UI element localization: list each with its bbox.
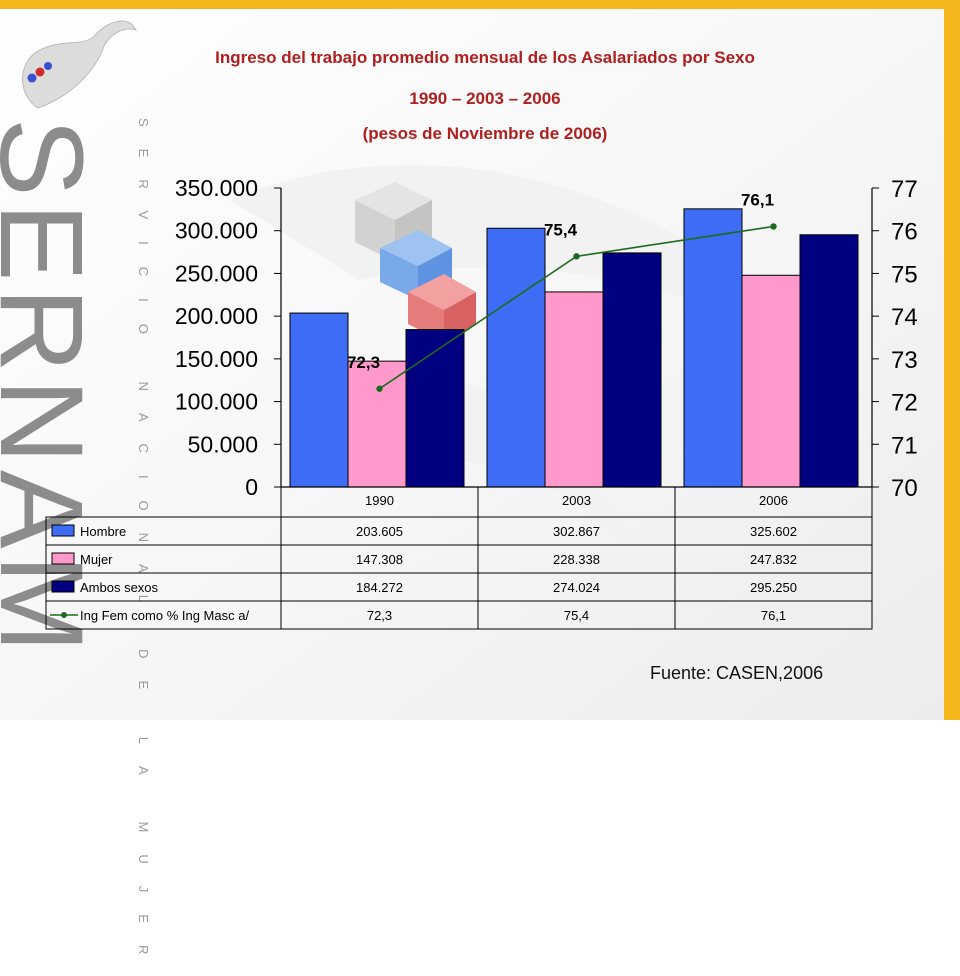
decorative-cubes-icon — [355, 182, 476, 342]
table-cell: 203.605 — [356, 524, 403, 539]
line-point-2006 — [770, 223, 777, 230]
line-point-1990 — [376, 385, 383, 392]
table-cell: 295.250 — [750, 580, 797, 595]
category-label-1990: 1990 — [365, 493, 394, 508]
bar-mujer-2006 — [741, 274, 801, 488]
right-axis-tick-label: 76 — [891, 219, 918, 246]
legend-key-hombre — [51, 524, 75, 537]
table-cell: 76,1 — [761, 608, 786, 623]
legend-label-ambos-sexos: Ambos sexos — [80, 580, 159, 595]
right-border — [944, 0, 960, 720]
right-axis-tick-label: 77 — [891, 176, 918, 203]
right-axis-tick-label: 72 — [891, 390, 918, 417]
left-axis-tick-label: 50.000 — [188, 431, 258, 457]
legend-key-ambos-sexos — [51, 580, 75, 593]
chart-subtitle-years: 1990 – 2003 – 2006 — [409, 89, 561, 108]
right-axis-tick-label: 75 — [891, 261, 918, 288]
legend-key-mujer — [51, 552, 75, 565]
chart-subtitle-units: (pesos de Noviembre de 2006) — [362, 124, 608, 143]
top-border — [0, 0, 960, 9]
table-cell: 302.867 — [553, 524, 600, 539]
table-cell: 228.338 — [553, 552, 600, 567]
bar-ambos-sexos-1990 — [405, 329, 465, 488]
category-label-2003: 2003 — [562, 493, 591, 508]
bar-hombre-1990 — [289, 312, 349, 488]
sernam-logo-icon — [22, 20, 137, 109]
chart-title: Ingreso del trabajo promedio mensual de … — [215, 48, 755, 67]
left-axis-tick-label: 100.000 — [175, 389, 258, 415]
left-axis-tick-label: 350.000 — [175, 175, 258, 201]
left-axis-tick-label: 200.000 — [175, 303, 258, 329]
right-axis-tick-label: 70 — [891, 475, 918, 502]
right-axis-tick-label: 74 — [891, 304, 918, 331]
bar-ambos-sexos-2006 — [799, 234, 859, 488]
bar-mujer-1990 — [347, 360, 407, 488]
left-axis-tick-label: 150.000 — [175, 346, 258, 372]
bar-ambos-sexos-2003 — [602, 252, 662, 488]
category-label-2006: 2006 — [759, 493, 788, 508]
legend-label-hombre: Hombre — [80, 524, 126, 539]
line-data-label-1990: 72,3 — [347, 353, 380, 372]
line-data-label-2006: 76,1 — [741, 190, 774, 209]
table-cell: 325.602 — [750, 524, 797, 539]
line-point-2003 — [573, 253, 580, 260]
table-cell: 247.832 — [750, 552, 797, 567]
right-axis-tick-label: 73 — [891, 347, 918, 374]
left-axis-tick-label: 0 — [245, 474, 258, 500]
bar-hombre-2006 — [683, 208, 743, 488]
table-cell: 75,4 — [564, 608, 589, 623]
source-note: Fuente: CASEN,2006 — [650, 663, 824, 683]
bar-hombre-2003 — [486, 227, 546, 488]
legend-label-mujer: Mujer — [80, 552, 113, 567]
table-cell: 184.272 — [356, 580, 403, 595]
right-axis-tick-label: 71 — [891, 432, 918, 459]
legend-label-ing-fem-como-ing-masc-a-: Ing Fem como % Ing Masc a/ — [80, 608, 249, 623]
table-cell: 72,3 — [367, 608, 392, 623]
left-axis-tick-label: 250.000 — [175, 260, 258, 286]
income-chart: 0 50.000 100.000 150.000 200.000 250.000 300.0… — [45, 175, 918, 630]
left-axis-tick-label: 300.000 — [175, 218, 258, 244]
legend-key-marker — [61, 612, 67, 618]
table-cell: 147.308 — [356, 552, 403, 567]
bar-mujer-2003 — [544, 291, 604, 488]
table-cell: 274.024 — [553, 580, 600, 595]
line-data-label-2003: 75,4 — [544, 220, 578, 239]
